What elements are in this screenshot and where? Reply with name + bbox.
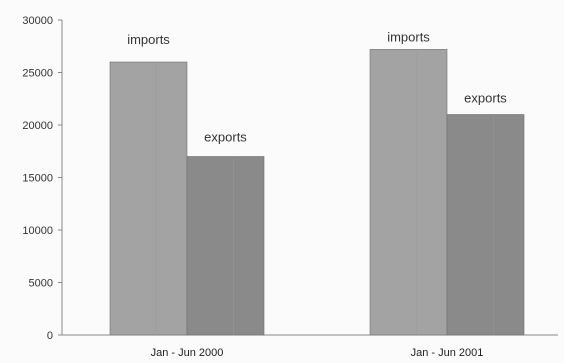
category-labels: Jan - Jun 2000 Jan - Jun 2001 [151,347,484,359]
bar-exports-2 [446,114,525,336]
series-label-imports: imports [387,29,430,44]
y-tick-label: 10000 [22,225,53,237]
data-labels: imports imports exports exports [127,29,507,144]
y-tick-label: 15000 [22,173,53,185]
bar-imports-2 [369,49,448,336]
series-label-exports: exports [464,91,507,106]
bar-imports-1 [109,61,188,336]
series-label-exports: exports [204,130,247,145]
y-tick-label: 25000 [22,68,53,80]
category-label: Jan - Jun 2000 [151,347,224,359]
category-label: Jan - Jun 2001 [411,347,484,359]
bar-exports-1 [186,156,265,336]
y-tick-label: 5000 [29,278,53,290]
bars [109,49,525,336]
y-tick-label: 30000 [22,15,53,27]
y-tick-label: 20000 [22,120,53,132]
y-tick-labels: 30000 25000 20000 15000 10000 5000 0 [22,15,62,342]
y-tick-label: 0 [47,330,53,342]
series-label-imports: imports [127,32,170,47]
